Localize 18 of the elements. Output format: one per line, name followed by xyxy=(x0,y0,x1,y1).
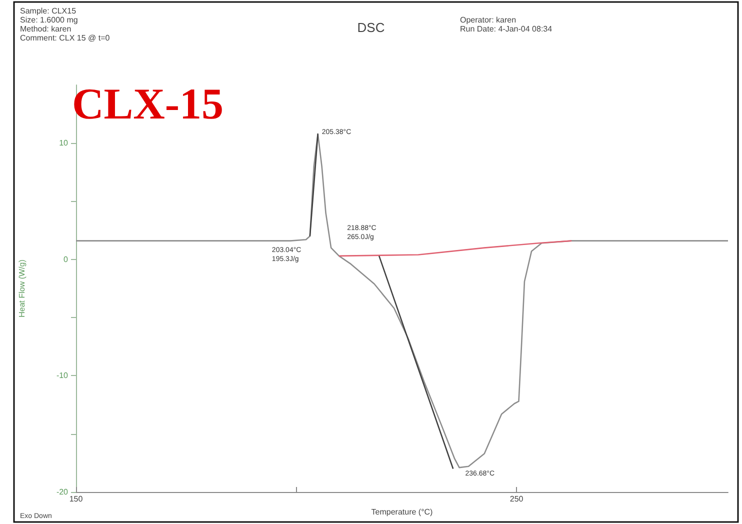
y-tick-label: 10 xyxy=(59,138,69,148)
text: Run Date: 4-Jan-04 08:34 xyxy=(460,24,553,34)
y-tick-label: -10 xyxy=(56,371,69,380)
text: Size: 1.6000 mg xyxy=(20,16,78,24)
x-axis-title: Temperature (°C) xyxy=(371,508,434,516)
x-tick-label: 250 xyxy=(510,494,524,504)
line-series xyxy=(338,240,572,257)
x-tick-label: 150 xyxy=(69,494,84,504)
annotation: CLX-15 xyxy=(72,80,224,128)
line-series xyxy=(75,133,729,468)
y-tick-label: 0 xyxy=(64,254,69,264)
y-axis-title: Heat Flow (W/g) xyxy=(18,259,26,318)
text: Comment: CLX 15 @ t=0 xyxy=(20,34,110,42)
text: Sample: CLX15 xyxy=(20,6,77,16)
text: Operator: karen xyxy=(460,16,516,24)
text: Method: karen xyxy=(20,24,72,34)
y-tick-label: -20 xyxy=(56,488,69,496)
chart-title: DSC xyxy=(357,20,385,35)
